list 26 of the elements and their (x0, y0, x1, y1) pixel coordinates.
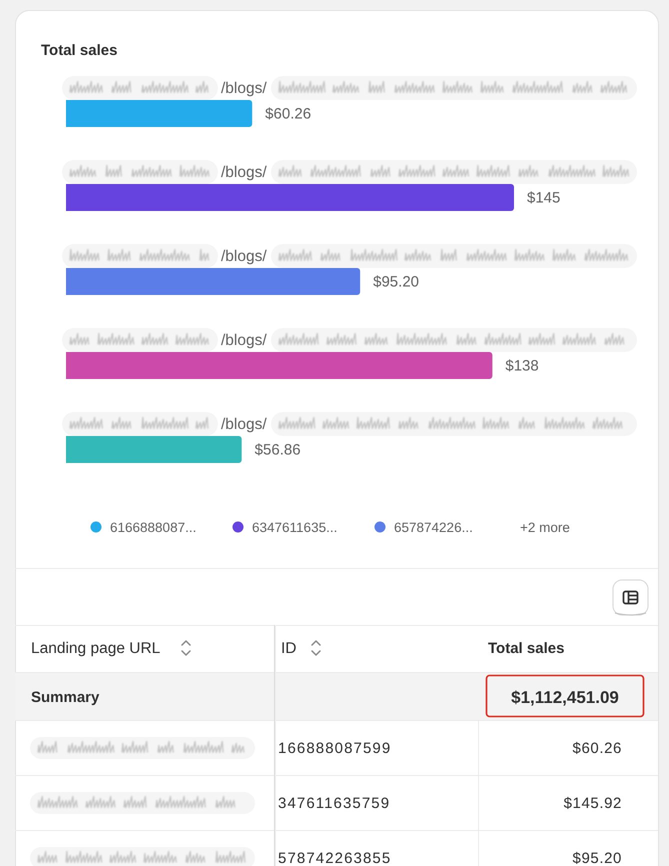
text: $145.92 (564, 794, 622, 812)
text: $60.26 (572, 740, 622, 756)
text: +2 more (520, 520, 570, 534)
data-label: $138 (505, 357, 539, 374)
y-tick-label: /blogs/ (221, 332, 268, 348)
text: Total sales (488, 640, 564, 656)
legend-label: 6347611635... (252, 520, 338, 534)
y-tick-label: /blogs/ (221, 164, 268, 180)
data-label: $145 (527, 189, 560, 206)
text: ID (281, 640, 296, 656)
y-tick-label: /blogs/ (221, 80, 268, 96)
text: 578742263855 (278, 850, 392, 866)
data-label: $56.86 (254, 441, 301, 458)
data-label: $95.20 (373, 273, 420, 290)
y-tick-label: /blogs/ (221, 416, 268, 432)
text: Landing page URL (31, 640, 161, 656)
text: Summary (31, 688, 100, 706)
text: 347611635759 (278, 794, 390, 812)
data-label: $60.26 (265, 105, 312, 122)
legend-label: 6166888087... (110, 520, 196, 534)
text: $95.20 (572, 850, 622, 866)
y-tick-label: /blogs/ (221, 248, 268, 264)
legend-label: 657874226... (394, 520, 473, 534)
chart-title: Total sales (41, 42, 118, 58)
text: $1,112,451.09 (511, 688, 619, 706)
text: 166888087599 (278, 740, 392, 756)
